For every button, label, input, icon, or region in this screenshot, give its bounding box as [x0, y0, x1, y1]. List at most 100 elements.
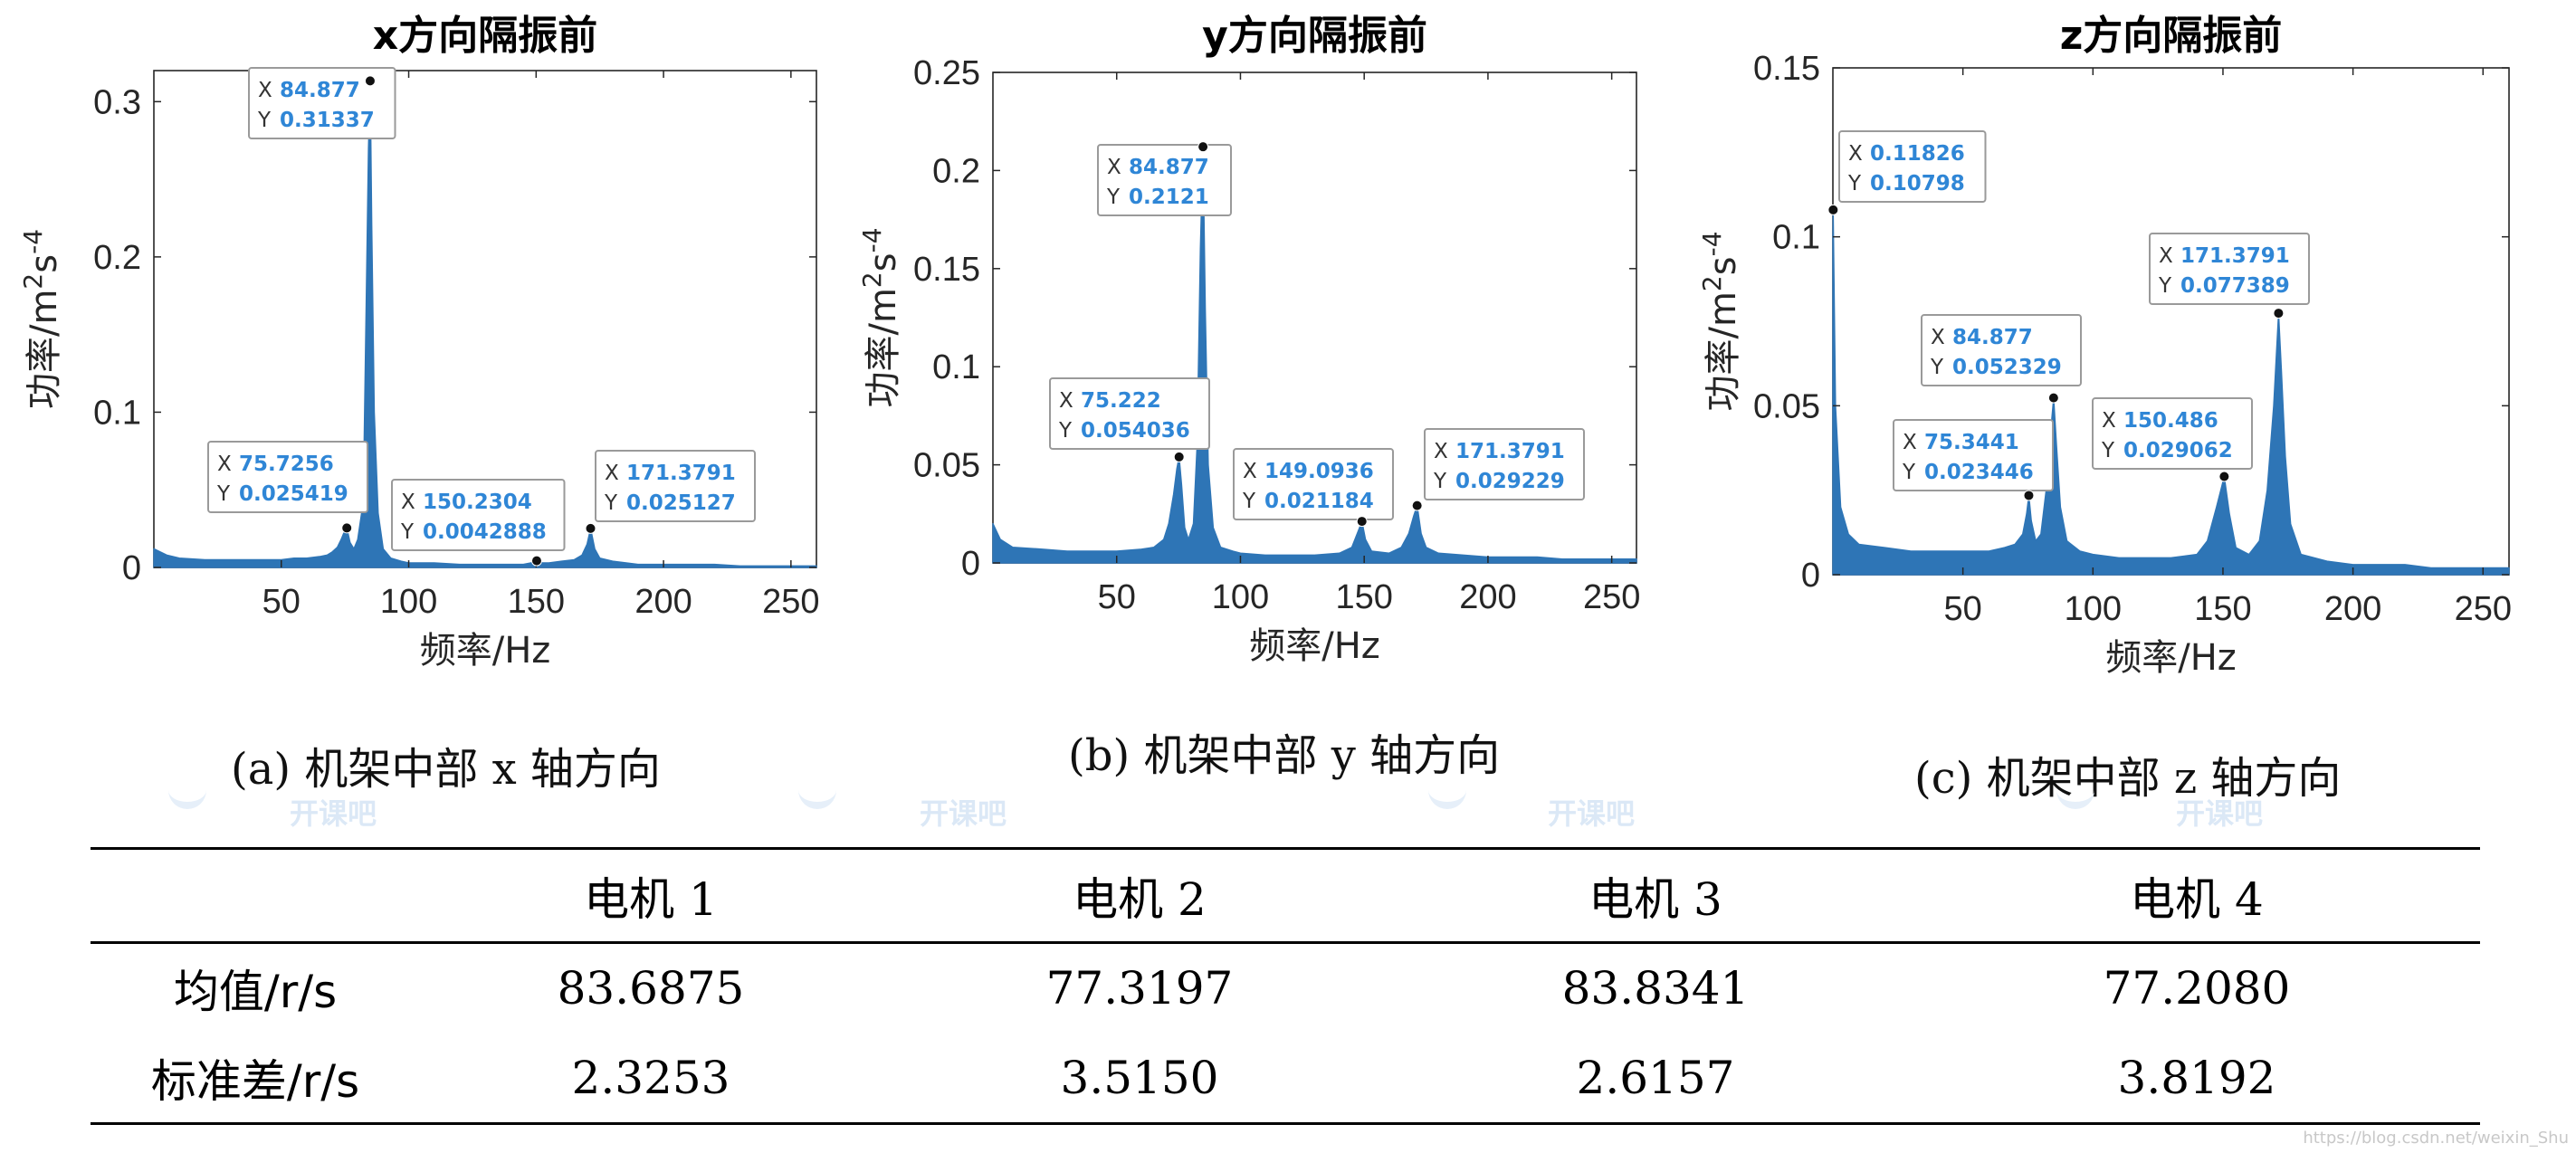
- data-tip-y-value: 0.029062: [2123, 439, 2233, 462]
- data-tip-x-value: 171.3791: [626, 462, 736, 485]
- x-tick-label: 100: [2065, 590, 2122, 628]
- x-axis-label: 频率/Hz: [2105, 637, 2237, 679]
- data-tip: X 84.877 Y 0.052329: [1921, 314, 2082, 404]
- y-tick-label: 0.2: [932, 152, 980, 190]
- data-tip-y-value: 0.029229: [1455, 470, 1565, 493]
- y-tick-label: 0.1: [1772, 219, 1820, 257]
- data-tip-x-label: X: [1059, 389, 1073, 413]
- data-tip-y-label: Y: [257, 109, 272, 132]
- data-tip-box: [1893, 419, 2054, 491]
- data-tip-marker: [1827, 204, 1839, 215]
- data-tip-marker: [2047, 392, 2059, 404]
- x-tick-label: 100: [380, 583, 437, 621]
- data-tip-box: [207, 441, 368, 513]
- data-tip-x-value: 84.877: [280, 79, 360, 102]
- spectrum-series-0: [1832, 209, 2510, 576]
- data-tip: X 171.3791 Y 0.029229: [1411, 428, 1585, 511]
- data-tip: X 75.3441 Y 0.023446: [1893, 419, 2054, 501]
- table-cell: 2.3253: [420, 1033, 882, 1125]
- data-tip-y-value: 0.025419: [239, 482, 348, 506]
- data-tip-y-value: 0.2121: [1129, 186, 1209, 209]
- x-tick-label: 250: [762, 583, 819, 621]
- data-tip-x-value: 171.3791: [1455, 440, 1565, 463]
- data-tip-x-value: 84.877: [1129, 156, 1209, 179]
- data-tip-x-label: X: [1903, 431, 1917, 454]
- data-tip-x-label: X: [401, 491, 415, 514]
- data-tip-box: [1097, 144, 1232, 216]
- data-tip-x-value: 171.3791: [2180, 244, 2290, 268]
- table-cell: 77.2080: [2103, 962, 2291, 1015]
- spectrum-series-0: [153, 80, 817, 568]
- data-tip: X 75.222 Y 0.054036: [1049, 377, 1210, 462]
- data-tip-marker: [1173, 451, 1185, 462]
- y-axis-label: 功率/m2s-4: [1697, 231, 1744, 411]
- data-tip-x-label: X: [2102, 409, 2116, 433]
- watermark-mark-4: [2056, 784, 2094, 809]
- x-tick-label: 200: [634, 583, 692, 621]
- data-tip-y-label: Y: [216, 482, 231, 506]
- y-tick-label: 0.3: [93, 83, 141, 121]
- data-tip-marker: [1197, 141, 1209, 153]
- motor-speed-table: 电机 1 电机 2 电机 3 电机 4 均值/r/s 83.6875 77.31…: [91, 847, 2480, 1125]
- data-tip-marker: [364, 75, 376, 87]
- data-tip-x-value: 0.11826: [1870, 142, 1965, 166]
- data-tip: X 171.3791 Y 0.077389: [2149, 233, 2310, 319]
- row-label-mean: 均值/r/s: [173, 966, 338, 1019]
- data-tip-y-value: 0.025127: [626, 491, 736, 515]
- data-tip-x-label: X: [1931, 326, 1945, 349]
- watermark-mark-3: [1428, 784, 1466, 809]
- table-header-motor-3: 电机 3: [1398, 847, 1913, 944]
- table-cell: 3.5150: [882, 1033, 1398, 1125]
- data-tip-x-label: X: [605, 462, 619, 485]
- caption-b: (b) 机架中部 y 轴方向: [1068, 730, 1501, 781]
- y-tick-label: 0.25: [913, 54, 980, 92]
- table-cell: 3.8192: [1913, 1033, 2480, 1125]
- data-tip-box: [1838, 130, 1987, 203]
- table-cell: 2.6157: [1398, 1033, 1913, 1125]
- data-tip: X 150.2304 Y 0.0042888: [391, 479, 566, 567]
- data-tip-y-label: Y: [1930, 356, 1944, 379]
- data-tip: X 171.3791 Y 0.025127: [585, 450, 756, 534]
- y-tick-label: 0.1: [932, 348, 980, 386]
- data-tip-y-label: Y: [2101, 439, 2115, 462]
- data-tip-y-label: Y: [604, 491, 618, 515]
- data-tip-y-value: 0.077389: [2180, 274, 2290, 298]
- x-tick-label: 250: [1583, 578, 1640, 616]
- data-tip-marker: [530, 555, 542, 567]
- data-tip-box: [1921, 314, 2082, 386]
- caption-a: (a) 机架中部 x 轴方向: [231, 744, 661, 795]
- data-tip-box: [391, 479, 566, 551]
- data-tip: X 75.7256 Y 0.025419: [207, 441, 368, 534]
- data-tip-box: [2092, 397, 2253, 470]
- watermark-4: 开课吧: [2176, 796, 2264, 831]
- data-tip-y-value: 0.054036: [1081, 419, 1190, 443]
- data-tip-x-label: X: [1848, 142, 1863, 166]
- x-axis-label: 频率/Hz: [420, 630, 551, 672]
- y-tick-label: 0.15: [913, 251, 980, 289]
- data-tip-box: [1233, 448, 1394, 520]
- data-tip-y-value: 0.052329: [1952, 356, 2062, 379]
- data-tip-y-label: Y: [400, 520, 415, 544]
- y-tick-label: 0.05: [1753, 387, 1820, 425]
- x-tick-label: 100: [1212, 578, 1269, 616]
- x-tick-label: 50: [1098, 578, 1136, 616]
- x-tick-label: 50: [262, 583, 301, 621]
- data-tip: X 149.0936 Y 0.021184: [1233, 448, 1394, 528]
- table-row-std: 标准差/r/s 2.3253 3.5150 2.6157 3.8192: [91, 1033, 2480, 1125]
- table-row-mean: 均值/r/s 83.6875 77.3197 83.8341 77.2080: [91, 943, 2480, 1034]
- table-corner-cell: [91, 847, 420, 944]
- y-tick-label: 0: [1801, 557, 1820, 595]
- watermark-mark-2: [798, 784, 836, 809]
- data-tip-x-label: X: [1434, 440, 1448, 463]
- y-tick-label: 0.05: [913, 447, 980, 485]
- data-tip-marker: [585, 522, 596, 534]
- y-tick-label: 0.1: [93, 394, 141, 432]
- y-tick-label: 0: [122, 549, 141, 587]
- data-tip: X 84.877 Y 0.2121: [1097, 141, 1232, 216]
- table-cell: 77.3197: [1045, 962, 1234, 1015]
- data-tip-y-value: 0.10798: [1870, 172, 1965, 195]
- data-tip-x-value: 75.222: [1081, 389, 1161, 413]
- y-tick-label: 0.2: [93, 239, 141, 277]
- watermark-1: 开课吧: [290, 796, 377, 831]
- data-tip-marker: [341, 522, 353, 534]
